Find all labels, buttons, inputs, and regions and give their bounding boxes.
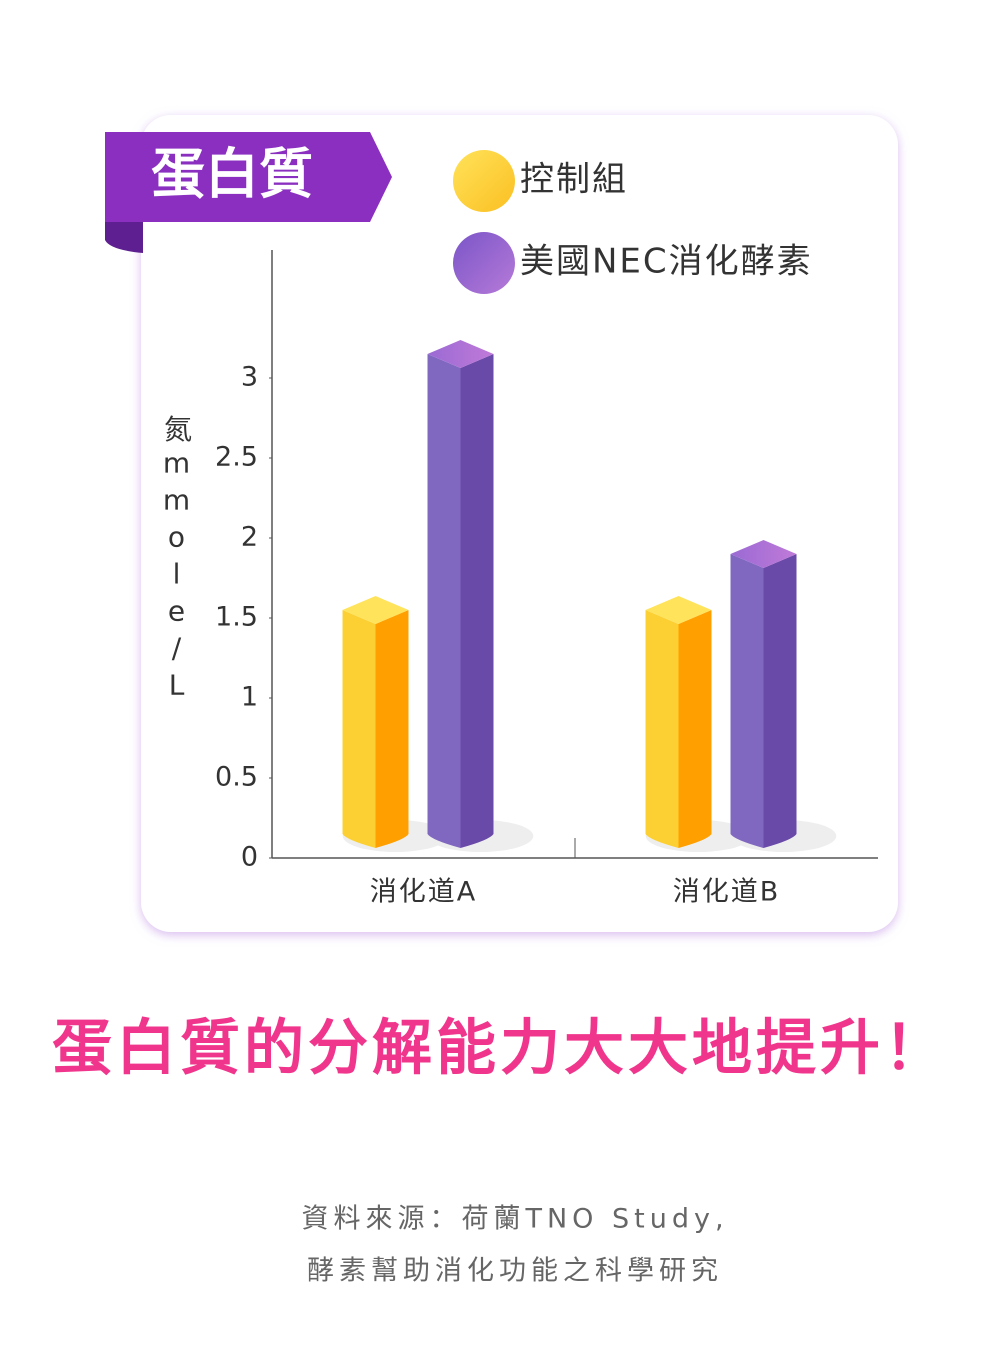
y-tick-label: 2.5: [215, 442, 258, 473]
y-axis-label: 氮mmole/L: [160, 414, 193, 705]
ribbon-fold: [105, 222, 143, 253]
chart-title: 蛋白質: [151, 143, 313, 206]
bar-top: [730, 540, 797, 568]
source-line: 酵素幫助消化功能之科學研究: [307, 1256, 723, 1287]
bar: [730, 540, 837, 852]
bar: [645, 596, 752, 852]
y-tick-label: 0.5: [215, 762, 258, 793]
x-tick-label: 消化道A: [370, 877, 477, 908]
bar-front-right: [375, 610, 409, 848]
title-ribbon: [105, 132, 392, 222]
y-tick-label: 2: [241, 522, 258, 553]
legend-label: 美國NEC消化酵素: [520, 242, 813, 282]
legend-swatch: [453, 150, 515, 212]
bar-front-right: [678, 610, 712, 848]
y-tick-label: 1: [241, 682, 258, 713]
legend-swatch: [453, 232, 515, 294]
y-tick-label: 1.5: [215, 602, 258, 633]
x-tick-label: 消化道B: [673, 877, 781, 908]
bar-top: [427, 340, 494, 368]
bar-front-right: [763, 554, 797, 848]
y-tick-label: 3: [241, 362, 258, 393]
source-line: 資料來源：荷蘭TNO Study,: [301, 1204, 728, 1235]
bar-front-left: [730, 554, 764, 848]
y-tick-label: 0: [241, 842, 258, 873]
headline: 蛋白質的分解能力大大地提升！: [52, 1014, 948, 1084]
bar-front-left: [645, 610, 679, 848]
bar: [342, 596, 449, 852]
bar-front-left: [342, 610, 376, 848]
bar-front-right: [460, 354, 494, 848]
bar-top: [342, 596, 409, 624]
bar: [427, 340, 534, 852]
bar-top: [645, 596, 712, 624]
legend-label: 控制組: [520, 160, 628, 200]
bar-front-left: [427, 354, 461, 848]
